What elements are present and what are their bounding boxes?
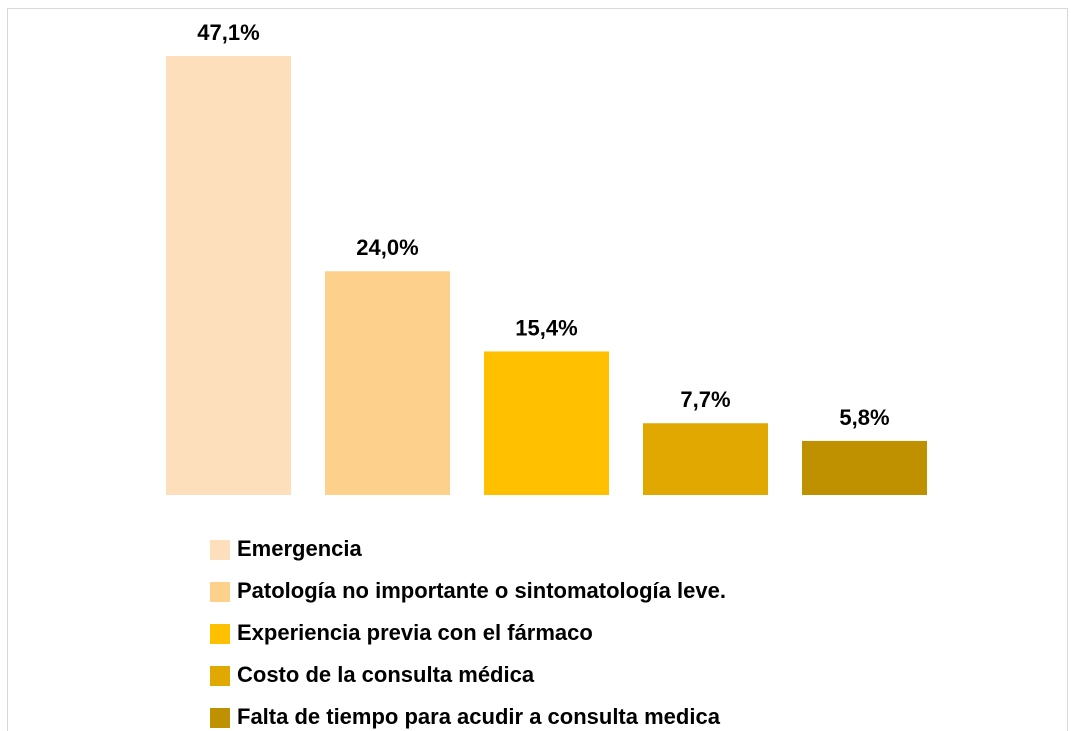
data-label: 24,0% (356, 235, 418, 260)
data-label: 15,4% (515, 315, 577, 340)
data-label: 5,8% (839, 405, 889, 430)
legend-swatch (210, 540, 230, 560)
bar (802, 440, 927, 495)
legend-label: Patología no importante o sintomatología… (237, 578, 726, 603)
chart-frame (7, 8, 1068, 731)
bar (484, 351, 609, 495)
legend-swatch (210, 582, 230, 602)
bar (166, 56, 291, 495)
data-label: 47,1% (197, 20, 259, 45)
legend-label: Costo de la consulta médica (237, 662, 535, 687)
legend-label: Falta de tiempo para acudir a consulta m… (237, 704, 721, 729)
legend-swatch (210, 666, 230, 686)
legend-label: Experiencia previa con el fármaco (237, 620, 593, 645)
bar (325, 271, 450, 495)
bar (643, 423, 768, 495)
legend-label: Emergencia (237, 536, 362, 561)
data-label: 7,7% (680, 387, 730, 412)
legend-swatch (210, 624, 230, 644)
legend-swatch (210, 708, 230, 728)
